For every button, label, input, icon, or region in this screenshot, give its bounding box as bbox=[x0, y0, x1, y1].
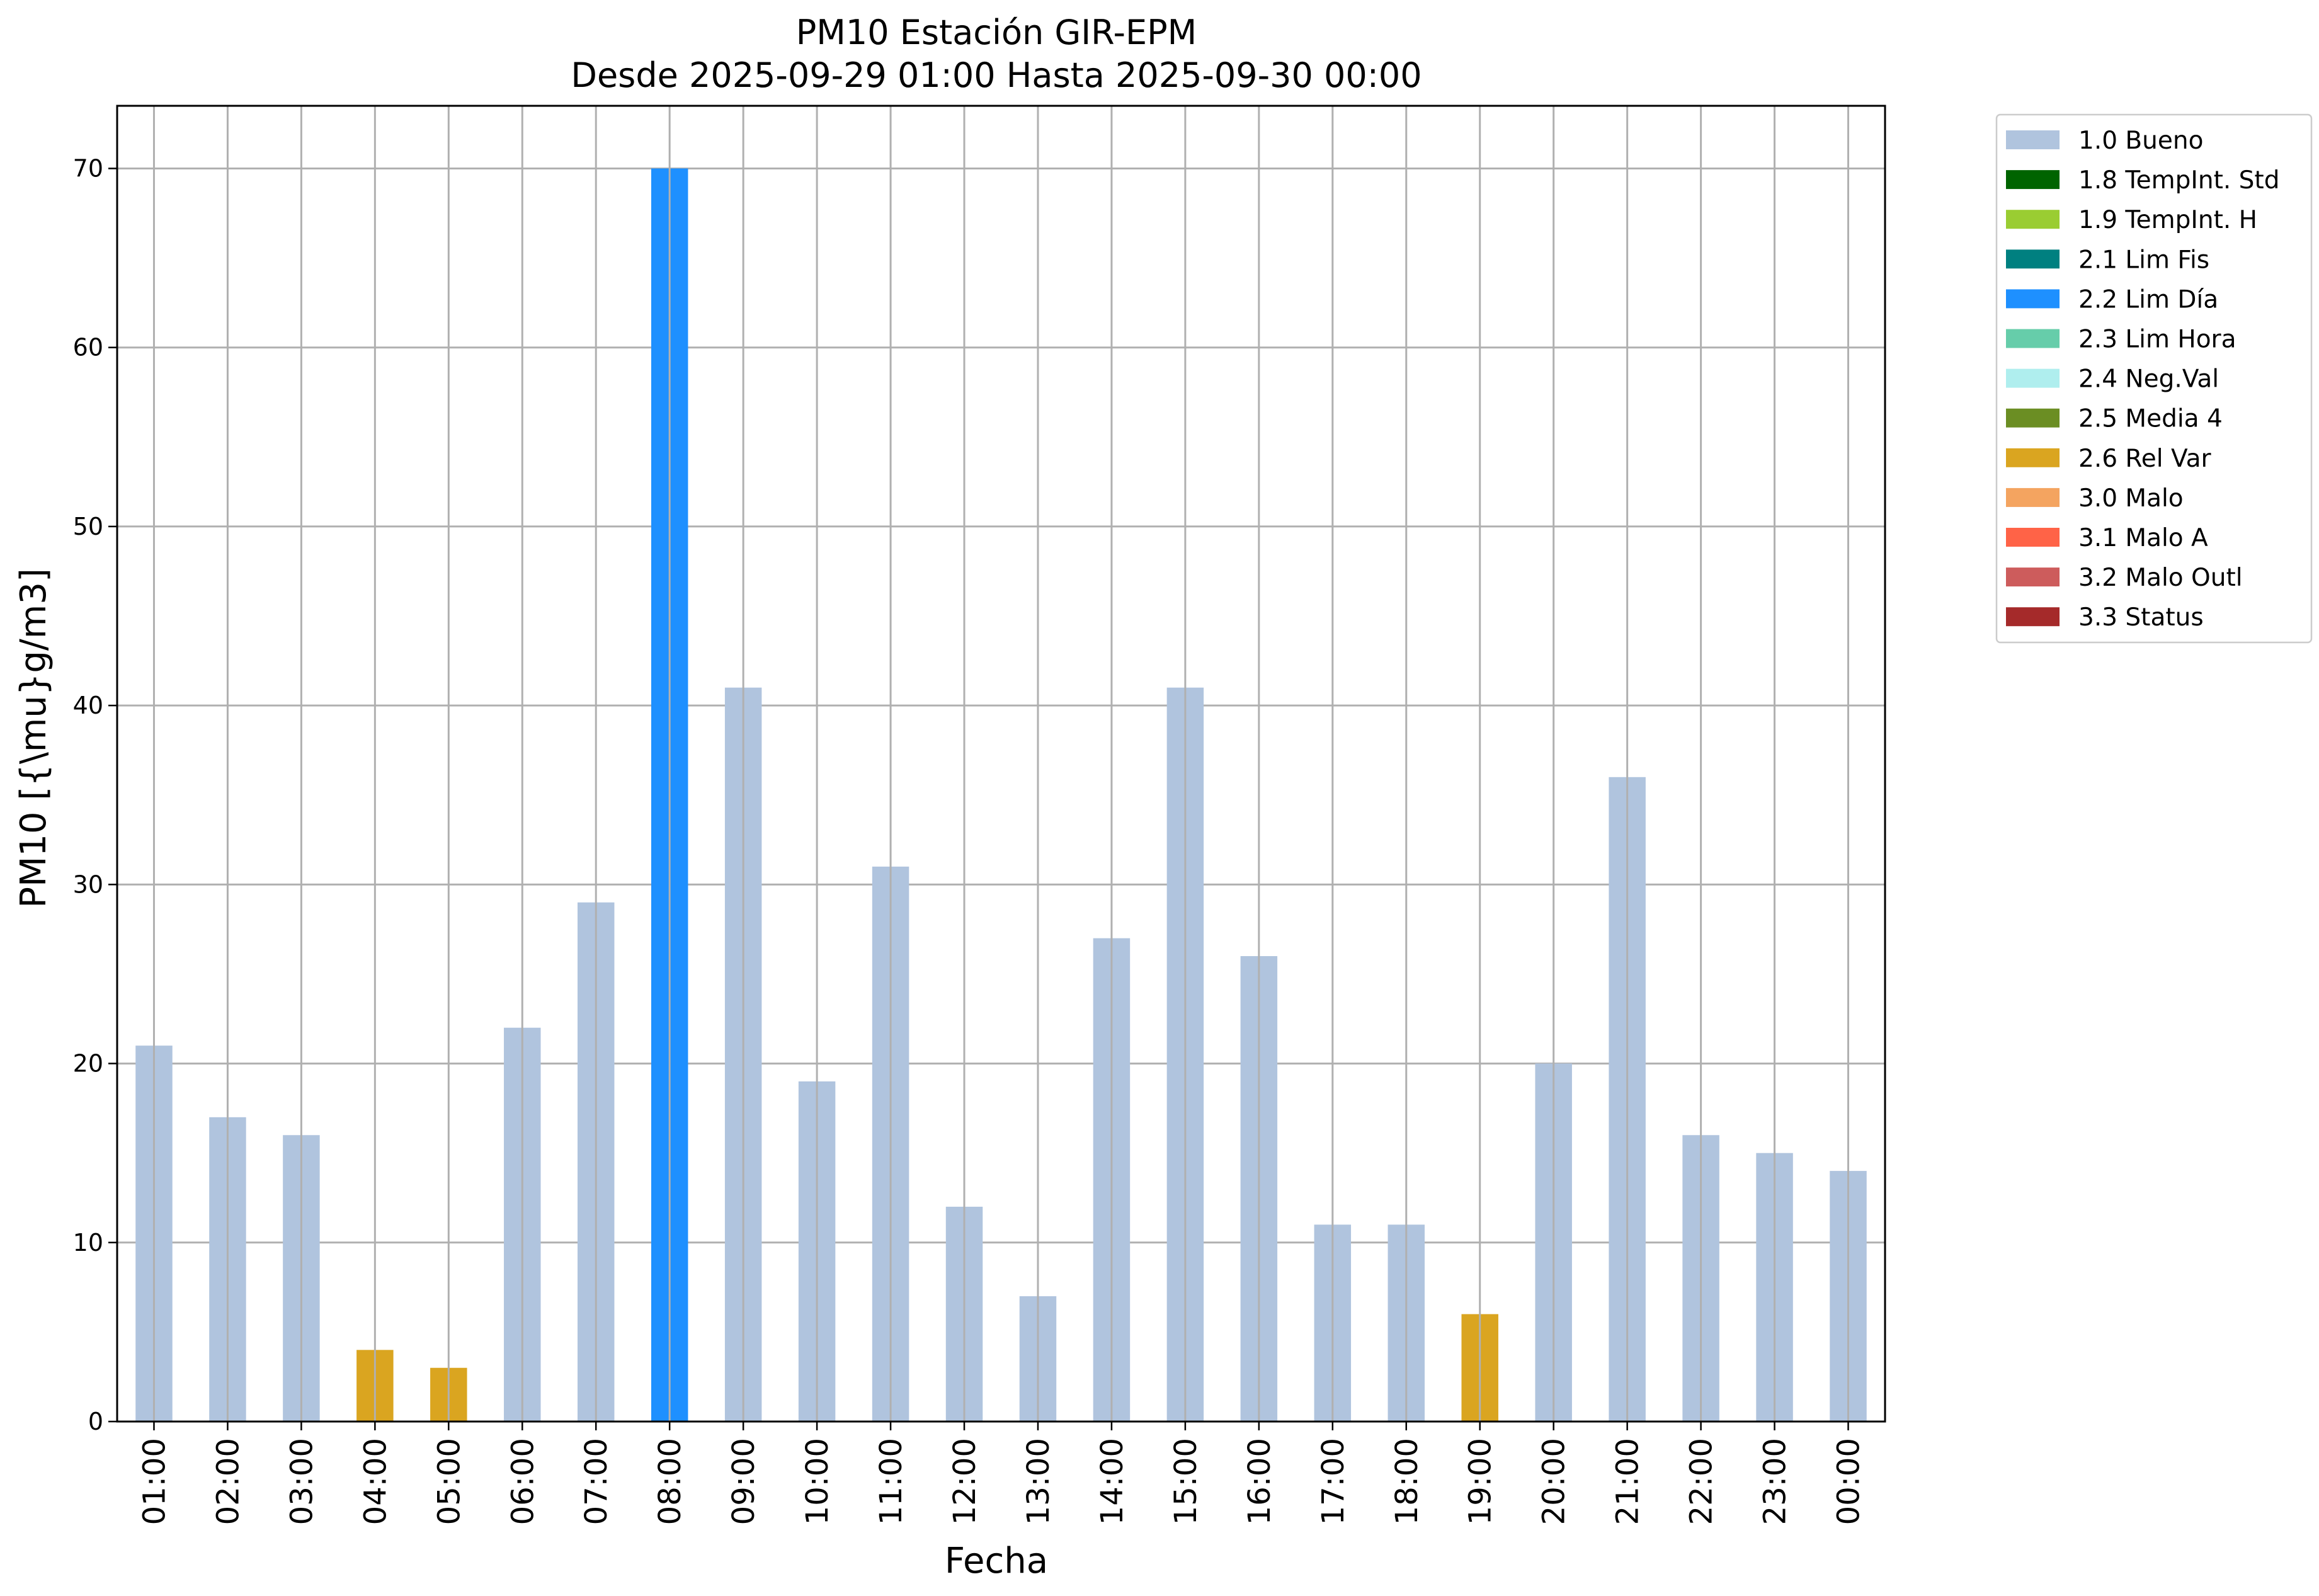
legend-swatch bbox=[2006, 130, 2060, 149]
y-tick-label: 40 bbox=[73, 692, 103, 719]
legend-swatch bbox=[2006, 607, 2060, 627]
x-tick-label: 09:00 bbox=[726, 1438, 761, 1525]
y-tick-label: 20 bbox=[73, 1050, 103, 1078]
x-tick-label: 07:00 bbox=[579, 1438, 614, 1525]
legend-entry: 3.0 Malo bbox=[2078, 484, 2184, 513]
x-tick-label: 11:00 bbox=[874, 1438, 909, 1525]
y-tick-label: 10 bbox=[73, 1229, 103, 1257]
x-tick-label: 15:00 bbox=[1168, 1438, 1204, 1525]
x-tick-label: 00:00 bbox=[1832, 1438, 1867, 1525]
legend-entry: 1.8 TempInt. Std bbox=[2078, 166, 2279, 195]
legend-entry: 3.3 Status bbox=[2078, 603, 2204, 632]
x-tick-label: 14:00 bbox=[1095, 1438, 1130, 1525]
legend-swatch bbox=[2006, 368, 2060, 388]
y-axis-label: PM10 [{\mu}g/m3] bbox=[13, 568, 54, 908]
x-tick-label: 03:00 bbox=[284, 1438, 319, 1525]
legend-entry: 2.5 Media 4 bbox=[2078, 405, 2223, 433]
legend-swatch bbox=[2006, 329, 2060, 348]
x-tick-label: 13:00 bbox=[1021, 1438, 1056, 1525]
y-tick-label: 0 bbox=[88, 1408, 103, 1435]
x-tick-label: 06:00 bbox=[505, 1438, 540, 1525]
legend-swatch bbox=[2006, 487, 2060, 507]
x-tick-label: 10:00 bbox=[800, 1438, 835, 1525]
x-tick-label: 02:00 bbox=[210, 1438, 246, 1525]
x-tick-label: 08:00 bbox=[652, 1438, 688, 1525]
x-tick-label: 21:00 bbox=[1610, 1438, 1646, 1525]
grid-lines bbox=[117, 167, 1885, 1423]
x-tick-label: 12:00 bbox=[947, 1438, 983, 1525]
plot-frame bbox=[116, 105, 1886, 1423]
legend-entry: 2.2 Lim Día bbox=[2078, 285, 2218, 314]
x-axis-label: Fecha bbox=[945, 1541, 1048, 1582]
legend-entry: 1.0 Bueno bbox=[2078, 127, 2203, 155]
legend-swatch bbox=[2006, 170, 2060, 190]
x-tick-label: 01:00 bbox=[137, 1438, 172, 1525]
x-tick-label: 20:00 bbox=[1537, 1438, 1572, 1525]
legend-entry: 3.2 Malo Outl bbox=[2078, 564, 2243, 592]
legend-swatch bbox=[2006, 210, 2060, 229]
x-tick-label: 19:00 bbox=[1463, 1438, 1498, 1525]
legend-entry: 2.1 Lim Fis bbox=[2078, 246, 2209, 274]
legend-entry: 2.4 Neg.Val bbox=[2078, 365, 2219, 394]
legend-entry: 1.9 TempInt. H bbox=[2078, 206, 2257, 234]
legend-swatch bbox=[2006, 448, 2060, 467]
legend-entry: 2.3 Lim Hora bbox=[2078, 326, 2236, 354]
y-tick-label: 50 bbox=[73, 513, 103, 540]
legend-swatch bbox=[2006, 408, 2060, 428]
x-tick-label: 22:00 bbox=[1684, 1438, 1719, 1525]
legend-box bbox=[1995, 113, 2313, 644]
legend-entry: 3.1 Malo A bbox=[2078, 524, 2208, 552]
legend-swatch bbox=[2006, 528, 2060, 547]
x-tick-label: 16:00 bbox=[1242, 1438, 1277, 1525]
chart-subtitle: Desde 2025-09-29 01:00 Hasta 2025-09-30 … bbox=[571, 55, 1422, 95]
y-axis-ticks: 0 10 20 30 40 50 60 70 bbox=[73, 154, 117, 1435]
x-tick-label: 04:00 bbox=[358, 1438, 393, 1525]
x-axis-ticks: 01:00 02:00 03:00 04:00 05:00 06:00 07:00 08:00… bbox=[137, 1422, 1867, 1525]
legend-swatch bbox=[2006, 567, 2060, 587]
legend-swatch bbox=[2006, 289, 2060, 309]
legend-swatch bbox=[2006, 249, 2060, 269]
x-tick-label: 23:00 bbox=[1758, 1438, 1793, 1525]
x-tick-label: 18:00 bbox=[1389, 1438, 1425, 1525]
y-tick-label: 60 bbox=[73, 334, 103, 362]
bars bbox=[135, 106, 1867, 1422]
legend: 1.0 Bueno 1.8 TempInt. Std 1.9 TempInt. H 2… bbox=[1995, 113, 2313, 644]
x-tick-label: 05:00 bbox=[431, 1438, 467, 1525]
x-tick-label: 17:00 bbox=[1316, 1438, 1351, 1525]
y-tick-label: 30 bbox=[73, 870, 103, 898]
y-tick-label: 70 bbox=[73, 154, 103, 182]
legend-entry: 2.6 Rel Var bbox=[2078, 445, 2212, 473]
chart-title: PM10 Estación GIR-EPM bbox=[796, 13, 1197, 52]
